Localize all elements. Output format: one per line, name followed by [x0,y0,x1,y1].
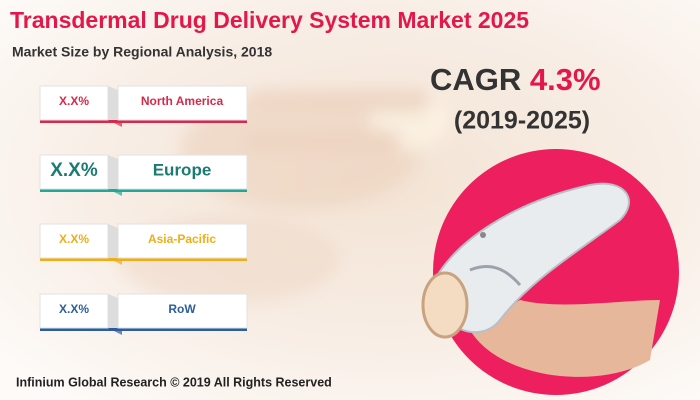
title: Transdermal Drug Delivery System Market … [10,7,529,33]
region-value: X.X% [50,160,98,181]
region-value: X.X% [59,232,89,246]
value-box [39,293,109,329]
banner-shadow [108,86,118,120]
banner-shadow [108,224,118,258]
name-box [117,85,248,121]
region-banner: X.X% North America [39,85,248,127]
value-box [39,154,109,190]
region-name: Asia-Pacific [148,232,216,246]
region-name: Europe [153,160,212,179]
banner-shadow [108,294,118,328]
region-value: X.X% [59,302,89,316]
region-name: North America [141,94,224,108]
name-box [117,293,248,329]
footer: Infinium Global Research © 2019 All Righ… [16,375,332,389]
product-image [421,149,679,395]
region-banner: X.X% Asia-Pacific [39,223,248,265]
name-box [117,223,248,259]
cagr-label: CAGR 4.3% [430,62,601,97]
name-box [117,154,248,190]
region-value: X.X% [59,94,89,108]
region-banner: X.X% Europe [39,154,248,196]
subtitle: Market Size by Regional Analysis, 2018 [12,44,272,60]
value-box [39,223,109,259]
banner-shadow [108,155,118,189]
region-name: RoW [168,302,196,316]
region-banner: X.X% RoW [39,293,248,335]
region-list: X.X% North America X.X% Europe X.X% Asia-Paci… [39,85,248,335]
cagr-period: (2019-2025) [454,107,590,135]
